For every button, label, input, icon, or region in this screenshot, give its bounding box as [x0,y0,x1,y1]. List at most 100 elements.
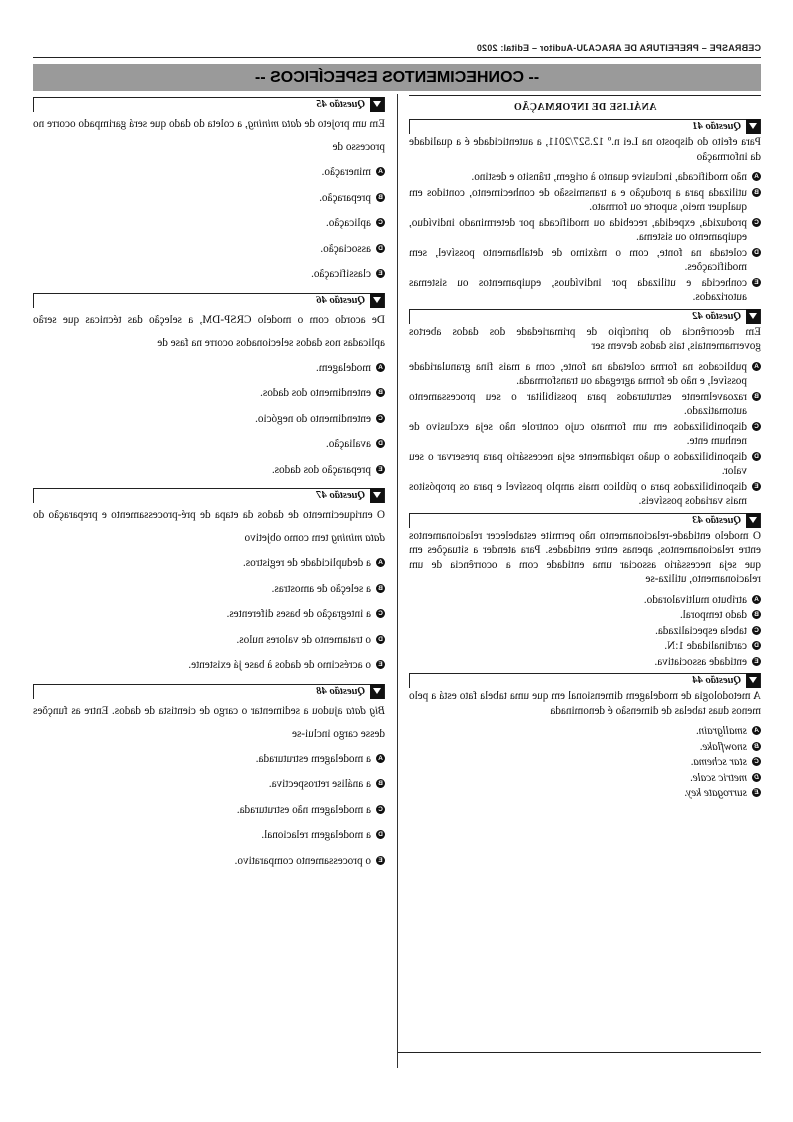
letter-icon: D [376,439,385,448]
letter-icon: C [752,421,761,431]
letter-icon: A [752,726,761,735]
option-text: a modelagem não estruturada. [236,803,371,816]
letter-icon: E [376,660,385,669]
option-text: a modelagem estruturada. [255,752,371,765]
question-header: Questão 46 [33,292,385,308]
option-text: mineração. [321,166,371,178]
column-data-mining: Questão 45 Em um projeto de data mining,… [33,95,385,879]
chevron-down-icon [370,683,384,699]
question-label: Questão 42 [692,310,741,322]
option-text: surrogate key. [684,787,747,799]
chevron-down-icon [746,673,760,688]
option-text: preparação. [319,191,371,204]
letter-icon: C [752,757,761,766]
header-rule [33,57,761,58]
section-title: ANÁLISE DE INFORMAÇÃO [409,95,761,117]
text-part: Em um projeto de [301,118,385,130]
letter-icon: B [376,583,385,593]
question-text: A metodologia de modelagem dimensional e… [409,690,761,717]
option-text: o acréscimo de dados à base já existente… [188,659,371,671]
question-text: Para efeito do disposto na Lei n.º 12.52… [409,136,761,163]
question-label: Questão 45 [316,99,365,110]
text-part: ajudou a sedimentar o cargo de cientista… [33,704,385,740]
letter-icon: A [752,361,761,371]
question-header: Questão 47 [33,488,385,503]
option-text: a seleção de amostras. [271,582,371,595]
question-48: Questão 48 Big data ajudou a sedimentar … [33,683,385,869]
letter-icon: E [376,269,385,278]
letter-icon: A [752,594,761,604]
question-label: Questão 48 [316,685,365,697]
option-text: modelagem. [316,361,371,374]
question-label: Questão 44 [692,675,741,686]
letter-icon: D [752,247,761,257]
question-text: De acordo com o modelo CRSP-DM, a seleçã… [33,313,385,349]
column-divider [397,94,398,1068]
letter-icon: B [752,610,761,619]
question-text: O enriquecimento de dados da etapa de pr… [33,504,385,550]
option-text: a integração de bases diferentes. [226,608,371,620]
option-text: aplicação. [325,217,371,229]
letter-icon: D [376,634,385,644]
option-text: a deduplicidade de registros. [243,557,371,569]
question-label: Questão 43 [692,514,741,526]
letter-icon: D [752,451,761,461]
option-text: associação. [320,242,371,255]
letter-icon: A [752,172,761,181]
letter-icon: C [376,413,385,423]
question-46: Questão 46 De acordo com o modelo CRSP-D… [33,292,385,478]
running-header: CEBRASPE – PREFEITURA DE ARACAJU-Auditor… [476,43,761,53]
letter-icon: D [376,243,385,253]
letter-icon: B [376,388,385,397]
option-text: publicados na forma coletada na fonte, c… [409,360,747,388]
option-text: disponibilizados o quão rapidamente seja… [409,450,747,478]
letter-icon: D [376,830,385,839]
chevron-down-icon [370,488,384,503]
letter-icon: B [376,779,385,788]
question-45: Questão 45 Em um projeto de data mining,… [33,97,385,282]
letter-icon: C [752,217,761,227]
letter-icon: E [376,855,385,865]
question-header: Questão 48 [33,683,385,699]
option-text: entendimento dos dados. [260,387,371,399]
option-text: snowflake. [699,740,747,753]
question-41: Questão 41 Para efeito do disposto na Le… [409,119,761,305]
letter-icon: C [752,625,761,635]
option-text: classificação. [311,268,371,280]
letter-icon: C [376,609,385,618]
text-italic: data mining [331,532,385,544]
